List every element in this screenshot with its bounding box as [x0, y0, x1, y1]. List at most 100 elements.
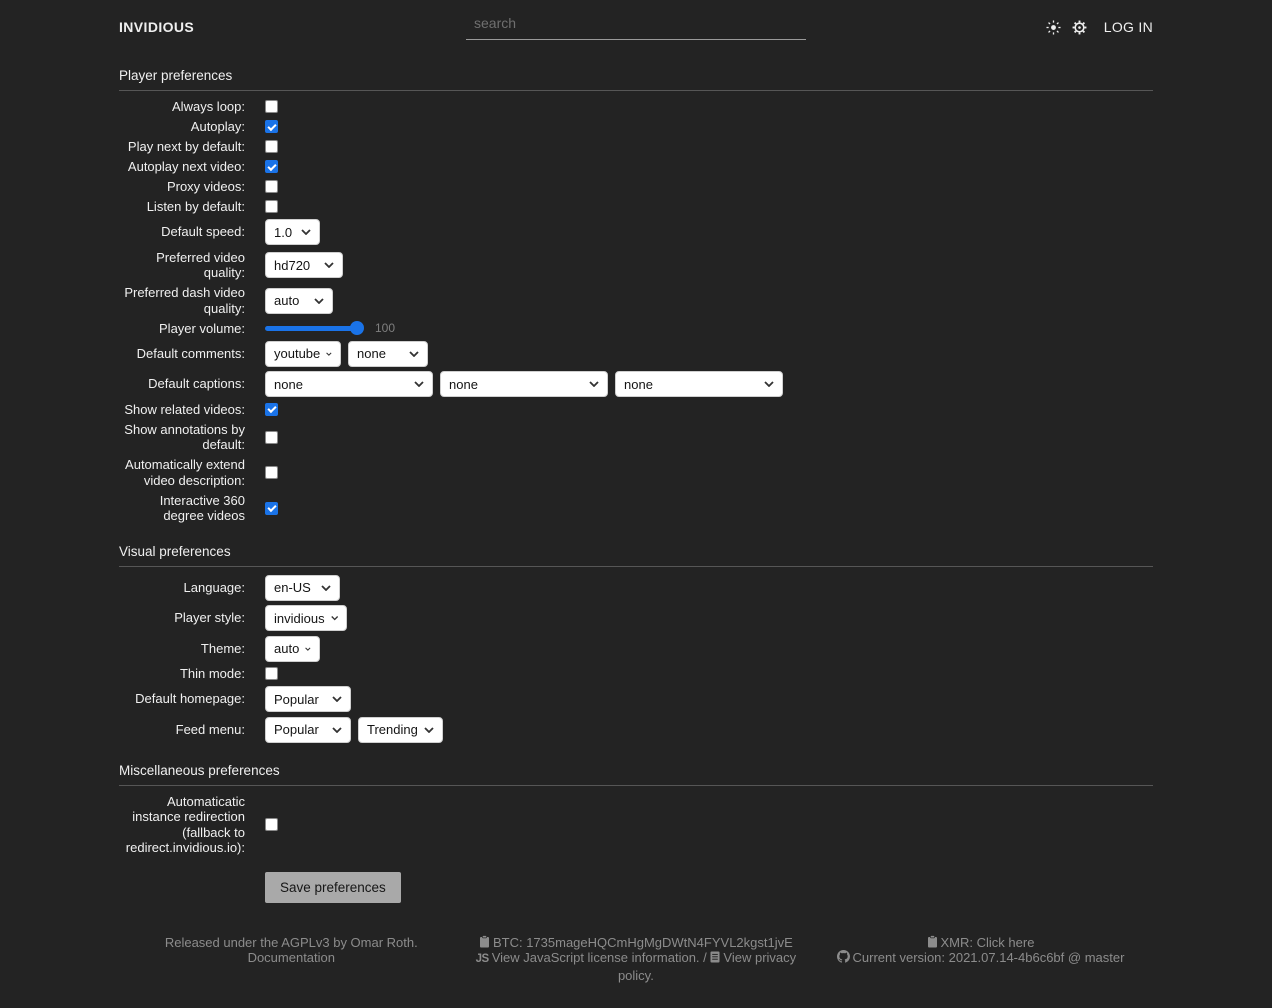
- interactive-360-degree-videos-label: Interactive 360 degree videos: [159, 492, 245, 524]
- theme-selected-value: auto: [274, 641, 300, 656]
- pref-row-proxy-videos: Proxy videos:: [119, 179, 1153, 195]
- preferred-video-quality-select[interactable]: hd720: [265, 252, 343, 278]
- btc-line: BTC: 1735mageHQCmHgMgDWtN4FYVL2kgst1jvE: [464, 935, 809, 951]
- pref-row-default-speed: Default speed: 1.0: [119, 219, 1153, 245]
- default-captions-select-2[interactable]: none: [440, 371, 608, 397]
- preferred-dash-video-quality-label: Preferred dash video quality:: [124, 285, 245, 316]
- autoplay-checkbox[interactable]: [265, 120, 278, 134]
- default-comments-control: youtube none: [265, 340, 428, 367]
- player-volume-slider: 100: [265, 321, 395, 336]
- pref-row-preferred-dash-video-quality: Preferred dash video quality: auto: [119, 285, 1153, 316]
- pref-row-theme: Theme: auto: [119, 635, 1153, 662]
- privacy-file-icon: [710, 951, 720, 963]
- theme-select[interactable]: auto: [265, 635, 320, 662]
- version-text: Current version: 2021.07.14-4b6c6bf @ ma…: [852, 950, 1125, 965]
- listen-by-default-checkbox[interactable]: [265, 200, 278, 214]
- show-annotations-by-default-label: Show annotations by default:: [124, 421, 245, 453]
- pref-row-default-comments: Default comments: youtube none: [119, 340, 1153, 367]
- interactive-360-degree-videos-control: [265, 501, 278, 515]
- clipboard-icon: [927, 934, 938, 948]
- pref-row-save-preferences: Save preferences: [119, 871, 1153, 903]
- save-preferences-button[interactable]: Save preferences: [265, 871, 401, 903]
- pref-row-feed-menu: Feed menu: Popular Trending: [119, 716, 1153, 743]
- feed-menu-select-1[interactable]: Popular: [265, 716, 351, 743]
- show-annotations-by-default-checkbox[interactable]: [265, 430, 278, 444]
- default-homepage-select[interactable]: Popular: [265, 686, 351, 712]
- autoplay-next-video-control: [265, 160, 278, 174]
- preferences-form: Player preferences Always loop: Autoplay: P…: [119, 62, 1153, 903]
- thin-mode-checkbox[interactable]: [265, 667, 278, 681]
- footer-right: XMR: Click here Current version: 2021.07…: [808, 935, 1153, 984]
- autoplay-next-video-label: Autoplay next video:: [127, 159, 245, 174]
- preferred-video-quality-label: Preferred video quality:: [156, 249, 245, 281]
- interactive-360-degree-videos-checkbox[interactable]: [265, 501, 278, 515]
- default-speed-select[interactable]: 1.0: [265, 219, 320, 245]
- js-license-link[interactable]: View JavaScript license information.: [491, 950, 700, 965]
- show-related-videos-checkbox[interactable]: [265, 402, 278, 416]
- pref-row-always-loop: Always loop:: [119, 99, 1153, 115]
- automatic-instance-redirection-control: [265, 818, 278, 831]
- documentation-link[interactable]: Documentation: [247, 950, 336, 965]
- proxy-videos-label: Proxy videos:: [166, 179, 245, 194]
- player-volume-label: Player volume:: [159, 320, 245, 336]
- section-miscellaneous-preferences: Miscellaneous preferences Automaticatic i…: [119, 757, 1153, 903]
- preferred-dash-video-quality-select[interactable]: auto: [265, 287, 333, 314]
- language-label: Language:: [183, 579, 245, 595]
- btc-address: BTC: 1735mageHQCmHgMgDWtN4FYVL2kgst1jvE: [492, 934, 793, 950]
- theme-label: Theme:: [200, 640, 245, 656]
- pref-row-player-volume: Player volume: 100: [119, 321, 1153, 337]
- preferences-gear-icon[interactable]: [1072, 20, 1087, 35]
- save-preferences-control: Save preferences: [265, 871, 401, 903]
- light-theme-icon[interactable]: [1046, 19, 1061, 35]
- legal-line: JS View JavaScript license information. /…: [464, 950, 809, 983]
- always-loop-checkbox[interactable]: [265, 100, 278, 114]
- invidious-logo[interactable]: INVIDIOUS: [119, 19, 195, 35]
- player-volume-slider-track[interactable]: [265, 321, 364, 336]
- xmr-link[interactable]: Click here: [976, 934, 1035, 950]
- proxy-videos-checkbox[interactable]: [265, 180, 278, 194]
- pref-row-player-style: Player style: invidious: [119, 605, 1153, 631]
- preferred-video-quality-selected-value: hd720: [274, 257, 311, 273]
- version-line: Current version: 2021.07.14-4b6c6bf @ ma…: [808, 950, 1153, 966]
- separator: /: [703, 950, 707, 965]
- default-captions-select-1[interactable]: none: [265, 371, 433, 397]
- github-icon: [836, 950, 850, 963]
- pref-row-play-next-by-default: Play next by default:: [119, 139, 1153, 155]
- show-related-videos-label: Show related videos:: [124, 401, 245, 417]
- default-comments-label: Default comments:: [136, 345, 245, 361]
- player-style-select[interactable]: invidious: [265, 605, 347, 631]
- xmr-label: XMR:: [940, 934, 974, 950]
- pref-row-preferred-video-quality: Preferred video quality: hd720: [119, 250, 1153, 281]
- default-comments-select-1[interactable]: youtube: [265, 340, 341, 367]
- search-input[interactable]: [466, 8, 806, 40]
- clipboard-icon: [479, 934, 490, 948]
- default-captions-select-3[interactable]: none: [615, 371, 783, 397]
- listen-by-default-control: [265, 200, 278, 214]
- default-captions-label: Default captions:: [148, 376, 245, 392]
- language-select[interactable]: en-US: [265, 574, 340, 601]
- player-volume-control: 100: [265, 321, 395, 336]
- default-homepage-label: Default homepage:: [135, 691, 245, 707]
- autoplay-next-video-checkbox[interactable]: [265, 160, 278, 174]
- default-captions-selected-value: none: [624, 376, 653, 392]
- always-loop-control: [265, 100, 278, 114]
- default-comments-selected-value: none: [357, 346, 386, 361]
- footer-left: Released under the AGPLv3 by Omar Roth. …: [119, 935, 464, 984]
- privacy-policy-link[interactable]: View privacy policy.: [617, 950, 797, 983]
- automatically-extend-video-description-checkbox[interactable]: [265, 466, 278, 479]
- preferred-dash-video-quality-control: auto: [265, 287, 333, 314]
- automatic-instance-redirection-checkbox[interactable]: [265, 818, 278, 831]
- player-style-selected-value: invidious: [274, 610, 325, 626]
- default-comments-select-2[interactable]: none: [348, 340, 428, 367]
- player-volume-slider-thumb[interactable]: [350, 321, 364, 336]
- theme-control: auto: [265, 635, 320, 662]
- default-homepage-control: Popular: [265, 686, 351, 712]
- pref-row-automatic-instance-redirection: Automaticatic instance redirection (fall…: [119, 794, 1153, 856]
- feed-menu-select-2[interactable]: Trending: [358, 716, 443, 743]
- play-next-by-default-checkbox[interactable]: [265, 140, 278, 154]
- pref-row-thin-mode: Thin mode:: [119, 666, 1153, 682]
- xmr-line: XMR: Click here: [808, 935, 1153, 951]
- feed-menu-selected-value: Trending: [367, 722, 418, 737]
- login-link[interactable]: LOG IN: [1103, 19, 1153, 35]
- section-player-preferences: Player preferences Always loop: Autoplay: P…: [119, 62, 1153, 524]
